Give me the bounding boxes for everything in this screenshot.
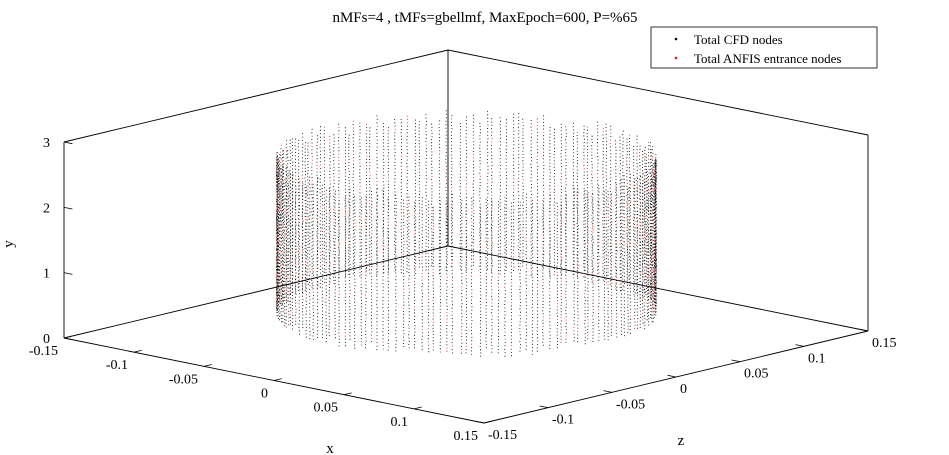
y-tick-label: 3 [43,136,50,151]
y-tick-mark [63,272,73,275]
axis-edge-floor-back-right [447,245,869,332]
axis-edge-floor-back-left [63,245,449,339]
z-tick-mark [731,359,741,363]
series-cfd-nodes [276,110,657,357]
x-tick-label: 0.1 [391,415,409,430]
z-tick-mark [667,374,677,378]
axis-edge-top-back-left [63,49,449,143]
axis-edge-top-back-right [447,49,869,136]
z-tick-mark [603,390,613,393]
x-tick-mark [413,406,422,410]
y-tick-label: 0 [43,332,50,347]
z-tick-label: 0.1 [808,351,826,366]
legend-marker-cfd [674,37,678,41]
z-axis-label: z [678,433,685,449]
y-axis-label: y [1,240,17,248]
z-tick-mark [859,328,869,332]
z-tick-label: -0.1 [552,413,574,428]
x-tick-label: 0.15 [454,429,479,444]
z-tick-label: -0.05 [616,397,645,412]
legend: Total CFD nodes Total ANFIS entrance nod… [650,26,878,69]
x-tick-mark [63,335,72,339]
z-tick-label: 0.05 [744,367,769,382]
z-tick-label: 0 [680,382,687,397]
x-tick-mark [343,392,352,396]
data-points [276,110,657,357]
x-tick-label: -0.15 [29,344,58,359]
legend-box [650,26,878,69]
y-tick-mark [63,141,73,145]
x-tick-label: 0.05 [314,401,339,416]
z-tick-mark [475,420,485,424]
z-tick-label: 0.15 [872,336,897,351]
z-tick-label: -0.15 [488,428,517,443]
tick-labels: -0.15 -0.1 -0.05 0 0.05 0.1 0.15 -0.15 -0.1 -0.05… [29,136,897,444]
x-tick-mark [203,364,212,367]
legend-label-cfd: Total CFD nodes [694,32,783,47]
y-tick-mark [63,206,73,210]
axes-box-front [63,328,869,424]
x-tick-mark [273,378,282,381]
x-tick-mark [483,420,492,424]
x-tick-mark [133,349,142,353]
x-tick-label: 0 [261,387,268,402]
y-tick-label: 1 [43,267,50,282]
x-tick-label: -0.1 [106,358,128,373]
x-tick-label: -0.05 [169,372,198,387]
z-tick-mark [539,405,549,409]
y-tick-label: 2 [43,201,50,216]
x-axis-label: x [326,441,334,455]
chart-title: nMFs=4 , tMFs=gbellmf, MaxEpoch=600, P=%… [332,10,637,26]
axes-box-back [63,49,869,341]
series-anfis-entrance-nodes [276,115,657,353]
legend-marker-anfis [674,56,678,60]
legend-label-anfis: Total ANFIS entrance nodes [694,51,841,66]
z-tick-mark [795,344,805,347]
